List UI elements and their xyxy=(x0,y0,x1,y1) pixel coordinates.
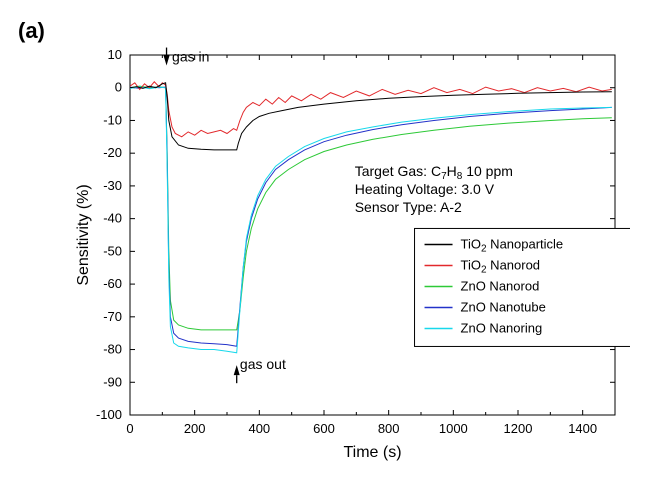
y-tick-label: -40 xyxy=(103,211,122,226)
sensitivity-chart: 0200400600800100012001400-100-90-80-70-6… xyxy=(70,40,630,470)
panel-label: (a) xyxy=(18,18,45,44)
legend-item-4: ZnO Nanoring xyxy=(461,320,543,335)
y-tick-label: -90 xyxy=(103,374,122,389)
info-line-1: Heating Voltage: 3.0 V xyxy=(355,181,495,197)
y-axis-title: Sensitivity (%) xyxy=(75,184,92,285)
y-tick-label: -50 xyxy=(103,243,122,258)
y-tick-label: -60 xyxy=(103,276,122,291)
x-tick-label: 400 xyxy=(248,421,270,436)
x-tick-label: 1000 xyxy=(439,421,468,436)
info-line-0: Target Gas: C7H8 10 ppm xyxy=(355,163,513,182)
x-tick-label: 0 xyxy=(126,421,133,436)
y-tick-label: -70 xyxy=(103,309,122,324)
y-tick-label: 10 xyxy=(108,47,122,62)
x-tick-label: 1400 xyxy=(568,421,597,436)
legend-item-3: ZnO Nanotube xyxy=(461,299,546,314)
legend-item-2: ZnO Nanorod xyxy=(461,278,540,293)
x-tick-label: 600 xyxy=(313,421,335,436)
annotation-gas-out: gas out xyxy=(240,356,286,372)
x-tick-label: 1200 xyxy=(504,421,533,436)
x-tick-label: 800 xyxy=(378,421,400,436)
y-tick-label: -100 xyxy=(96,407,122,422)
x-axis-title: Time (s) xyxy=(343,444,401,461)
y-tick-label: -30 xyxy=(103,178,122,193)
y-tick-label: -10 xyxy=(103,112,122,127)
info-line-2: Sensor Type: A-2 xyxy=(355,199,462,215)
y-tick-label: -20 xyxy=(103,145,122,160)
y-tick-label: -80 xyxy=(103,342,122,357)
annotation-gas-in: gas in xyxy=(172,49,209,65)
y-tick-label: 0 xyxy=(115,80,122,95)
x-tick-label: 200 xyxy=(184,421,206,436)
